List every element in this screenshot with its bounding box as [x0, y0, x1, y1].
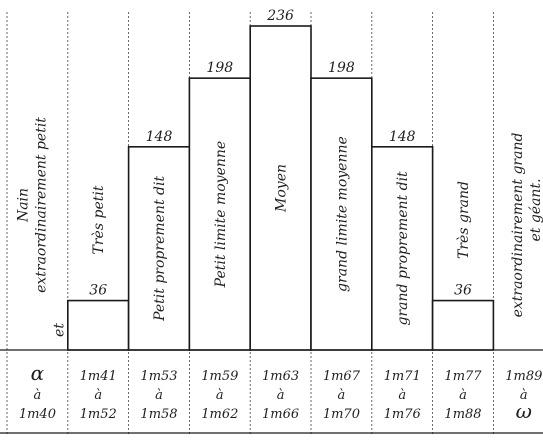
range-label: ω [516, 399, 532, 423]
range-label: 1m59 [201, 369, 238, 384]
range-label: à [459, 388, 467, 403]
range-label: 1m77 [444, 369, 482, 384]
value-label: 36 [89, 283, 107, 299]
range-label: 1m70 [323, 407, 360, 422]
bar [127, 146, 191, 351]
range-label: 1m58 [140, 407, 177, 422]
category-label-line: extraordinairement grand [510, 133, 526, 318]
range-label: 1m88 [444, 407, 481, 422]
range-label: à [216, 388, 224, 403]
category-label: Petit proprement dit [152, 176, 168, 322]
category-label: grand limite moyenne [334, 136, 350, 292]
bars-group [67, 25, 495, 351]
range-label: à [338, 388, 346, 403]
range-label: 1m66 [262, 407, 299, 422]
value-label: 148 [389, 129, 416, 145]
category-label-text: Très petit [91, 185, 107, 254]
column-separators [6, 12, 494, 435]
range-label: 1m89 [505, 369, 542, 384]
range-label: à [155, 388, 163, 403]
category-label-text: Très grand [456, 181, 472, 259]
range-label: 1m76 [384, 407, 421, 422]
range-label: 1m40 [19, 407, 56, 422]
category-label-line: Nain [15, 188, 31, 223]
value-label: 236 [266, 8, 294, 24]
category-label-text: Petit limite moyenne [213, 141, 229, 289]
labels-group: Nain extraordinairement petitetαà1m4036Tr… [15, 8, 543, 423]
category-label-text: Moyen [274, 164, 290, 213]
range-label: à [94, 388, 102, 403]
category-label: grand proprement dit [395, 171, 411, 326]
bar [188, 77, 251, 351]
category-label: Très petit [91, 185, 107, 254]
range-label: 1m67 [323, 369, 361, 384]
range-label: α [31, 361, 45, 385]
range-label: à [520, 388, 528, 403]
range-label: à [277, 388, 285, 403]
value-label: 148 [146, 129, 173, 145]
value-label: 198 [328, 60, 355, 76]
range-label: à [398, 388, 406, 403]
category-label-text: grand proprement dit [395, 171, 411, 326]
category-label: Petit limite moyenne [213, 141, 229, 289]
value-label: 198 [206, 60, 233, 76]
range-label: 1m41 [80, 369, 117, 384]
category-label-line: extraordinairement petit [33, 117, 49, 293]
category-label: extraordinairement grand et géant. [510, 133, 543, 318]
category-label-line: et géant. [528, 178, 543, 241]
category-label-text: grand limite moyenne [334, 136, 350, 292]
range-label: 1m71 [384, 369, 421, 384]
chart-frame [0, 349, 543, 434]
range-label: 1m53 [140, 369, 177, 384]
bar [67, 299, 130, 351]
category-label: Très grand [456, 181, 472, 259]
range-label: 1m62 [201, 407, 238, 422]
bar [431, 299, 495, 351]
category-label-line: et [51, 323, 67, 337]
range-label: à [34, 388, 42, 403]
category-label: Moyen [274, 164, 290, 213]
range-label: 1m52 [80, 407, 117, 422]
category-label-text: Petit proprement dit [152, 176, 168, 322]
value-label: 36 [454, 283, 472, 299]
category-label: Nain extraordinairement petit et [15, 117, 67, 337]
range-label: 1m63 [262, 369, 299, 384]
